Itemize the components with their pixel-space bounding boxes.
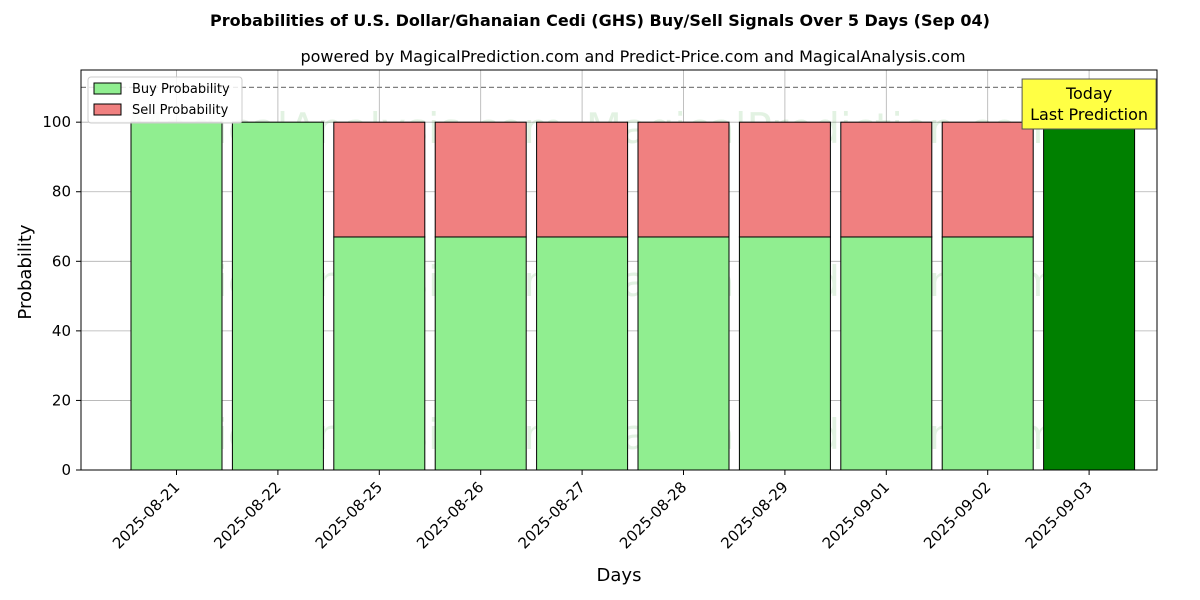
- x-tick-label: 2025-08-27: [515, 478, 589, 552]
- legend-label: Sell Probability: [132, 103, 229, 118]
- buy-bar: [536, 236, 629, 471]
- x-tick-label: 2025-08-22: [210, 478, 284, 552]
- sell-bar: [536, 121, 629, 238]
- y-axis-label: Probability: [15, 224, 36, 319]
- annotation-text: Today: [1065, 84, 1112, 103]
- buy-bar: [840, 236, 933, 471]
- chart-title: Probabilities of U.S. Dollar/Ghanaian Ce…: [210, 11, 990, 30]
- buy-bar: [434, 236, 527, 471]
- x-tick-label: 2025-09-01: [819, 478, 893, 552]
- buy-bar: [333, 236, 426, 471]
- buy-bar: [231, 121, 324, 471]
- sell-bar: [840, 121, 933, 238]
- x-tick-label: 2025-09-03: [1022, 478, 1096, 552]
- y-axis: 0 20 40 60 80 100: [42, 113, 81, 479]
- today-annotation: Today Last Prediction: [1021, 78, 1157, 130]
- buy-bar: [1043, 121, 1136, 471]
- legend-box: [87, 76, 243, 124]
- chart-subtitle: powered by MagicalPrediction.com and Pre…: [300, 47, 965, 66]
- sell-bar: [333, 121, 426, 238]
- y-tick-label: 100: [42, 113, 71, 131]
- buy-bar: [941, 236, 1034, 471]
- y-tick-label: 60: [52, 252, 71, 270]
- x-tick-label: 2025-08-29: [717, 478, 791, 552]
- annotation-box: [1021, 78, 1157, 130]
- bars-layer: [130, 121, 1136, 471]
- x-axis-label: Days: [597, 565, 642, 586]
- sell-bar: [738, 121, 831, 238]
- sell-bar: [637, 121, 730, 238]
- buy-bar: [637, 236, 730, 471]
- buy-bar: [738, 236, 831, 471]
- x-tick-label: 2025-08-28: [616, 478, 690, 552]
- x-tick-label: 2025-08-21: [109, 478, 183, 552]
- sell-bar: [941, 121, 1034, 238]
- x-tick-label: 2025-08-26: [413, 478, 487, 552]
- y-tick-label: 0: [61, 461, 71, 479]
- x-tick-label: 2025-08-25: [312, 478, 386, 552]
- y-tick-label: 80: [52, 183, 71, 201]
- legend-swatch: [93, 82, 122, 95]
- y-tick-label: 20: [52, 391, 71, 409]
- y-tick-label: 40: [52, 322, 71, 340]
- x-axis: 2025-08-21 2025-08-22 2025-08-25 2025-08-26…: [109, 470, 1096, 552]
- annotation-text: Last Prediction: [1030, 105, 1148, 124]
- buy-bar: [130, 121, 223, 471]
- legend: Buy Probability Sell Probability: [87, 76, 243, 124]
- legend-label: Buy Probability: [132, 82, 230, 97]
- plot-frame: [80, 69, 1158, 471]
- legend-swatch: [93, 103, 122, 116]
- sell-bar: [434, 121, 527, 238]
- x-tick-label: 2025-09-02: [920, 478, 994, 552]
